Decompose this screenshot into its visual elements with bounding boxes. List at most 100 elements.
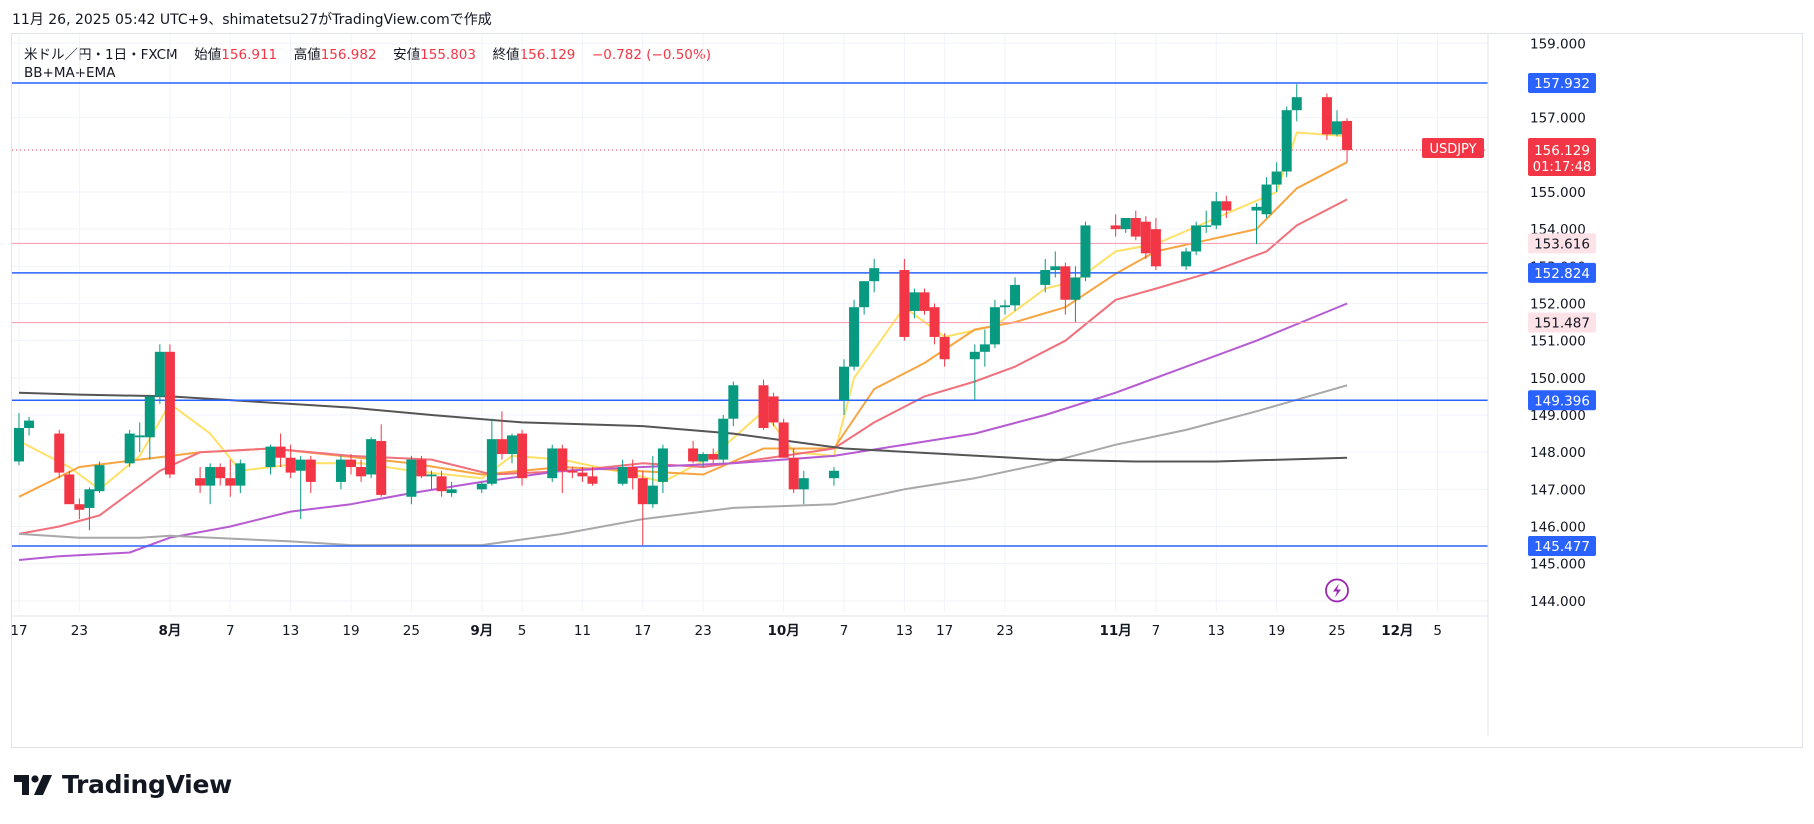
candle-body [476,483,487,490]
candle-body [335,459,346,482]
candle-body [366,439,377,475]
price-badge-label: 153.616 [1534,236,1590,252]
candle-body [215,467,226,479]
candles [14,84,1353,546]
candle-body [627,467,638,479]
candle-body [486,439,497,484]
time-tick-label: 11月 [1100,623,1132,639]
candle-body [506,435,517,455]
candle-body [688,448,699,462]
candle-body [1221,201,1232,211]
candle-body [305,459,316,482]
candle-body [285,457,296,473]
candle-body [869,268,880,282]
candle-body [1070,277,1081,300]
symbol-title[interactable]: 米ドル／円・1日・FXCM [24,47,178,63]
candle-body [899,270,910,337]
price-tick-label: 148.000 [1530,445,1586,461]
price-tick-label: 149.000 [1530,408,1586,424]
high-label: 高値 [293,47,321,63]
time-tick-label: 7 [226,623,235,639]
price-tick-label: 146.000 [1530,520,1586,536]
high-value: 156.982 [320,47,377,63]
tradingview-logo-icon [14,774,52,795]
time-tick-label: 19 [342,623,359,639]
candle-body [1261,184,1272,215]
candle-body [64,474,75,505]
candle-body [567,470,578,473]
time-tick-label: 13 [896,623,913,639]
candle-body [426,474,437,477]
candle-body [587,476,598,484]
candle-body [1060,266,1071,300]
time-tick-label: 13 [282,623,299,639]
candle-body [979,344,990,352]
candle-body [577,472,588,477]
candle-body [647,485,658,505]
price-badge [1528,535,1596,556]
time-tick-label: 25 [1328,623,1345,639]
price-tick-label: 144.000 [1530,594,1586,610]
candle-body [436,476,447,492]
lightning-alert-icon[interactable] [1325,578,1349,603]
candle-body [718,418,729,460]
candle-body [849,307,860,367]
countdown-label: 01:17:48 [1533,160,1591,175]
candle-body [728,385,739,419]
candle-body [1281,110,1292,172]
candle-body [839,366,850,401]
line-ma_purple [18,302,1348,561]
time-tick-label: 17 [634,623,651,639]
low-value: 155.803 [420,47,476,63]
candle-body [124,433,135,464]
candle-body [84,489,95,508]
candle-body [54,433,65,473]
candle-body [1010,284,1021,306]
horizontal-lines[interactable] [12,82,1488,547]
indicator-lines [18,131,1348,561]
price-tick-label: 150.000 [1530,371,1586,387]
candle-body [517,433,528,479]
price-tick-label: 147.000 [1530,482,1586,498]
candle-body [295,459,306,471]
time-tick-label: 11 [574,623,591,639]
candle-body [356,467,367,477]
price-badges: 157.932 153.616 152.824 151.487 149.396 145.4… [1422,72,1596,556]
price-tick-label: 151.000 [1530,334,1586,350]
candle-body [376,441,387,495]
close-value: 156.129 [519,47,576,63]
candle-body [547,448,558,479]
time-tick-label: 8月 [158,623,181,639]
price-badge-label: 149.396 [1534,393,1590,409]
candle-body [1291,97,1302,111]
candle-body [94,465,105,492]
candle-body [144,396,155,438]
price-badge-label: 157.932 [1534,76,1590,92]
candle-body [1251,206,1262,211]
candle-body [225,478,236,486]
candle-body [74,504,85,510]
indicator-title[interactable]: BB+MA+EMA [24,65,116,81]
time-axis[interactable]: 17 23 8月 7 13 19 25 9月 5 11 17 23 10月 7 13 17 23 11月 7 13 19… [10,615,1488,639]
candle-body [1201,225,1212,227]
price-tick-label: 155.000 [1530,185,1586,201]
candle-body [557,448,568,471]
low-label: 安値 [393,47,421,63]
candle-body [446,489,457,494]
candle-body [617,467,628,484]
line-ema_fast [18,131,1348,491]
candle-body [1332,121,1342,135]
time-tick-label: 13 [1208,623,1225,639]
candle-body [969,351,980,360]
candle-body [416,459,427,477]
candle-body [1271,171,1282,185]
price-chart[interactable]: 144.000 145.000 146.000 147.000 148.000 149.0… [0,0,1814,760]
time-tick-label: 9月 [470,623,493,639]
candle-body [1140,221,1151,254]
time-tick-label: 5 [1433,623,1442,639]
open-value: 156.911 [221,47,278,63]
candle-body [275,446,286,458]
candle-body [346,459,357,468]
candle-body [768,396,779,423]
time-tick-label: 17 [936,623,953,639]
